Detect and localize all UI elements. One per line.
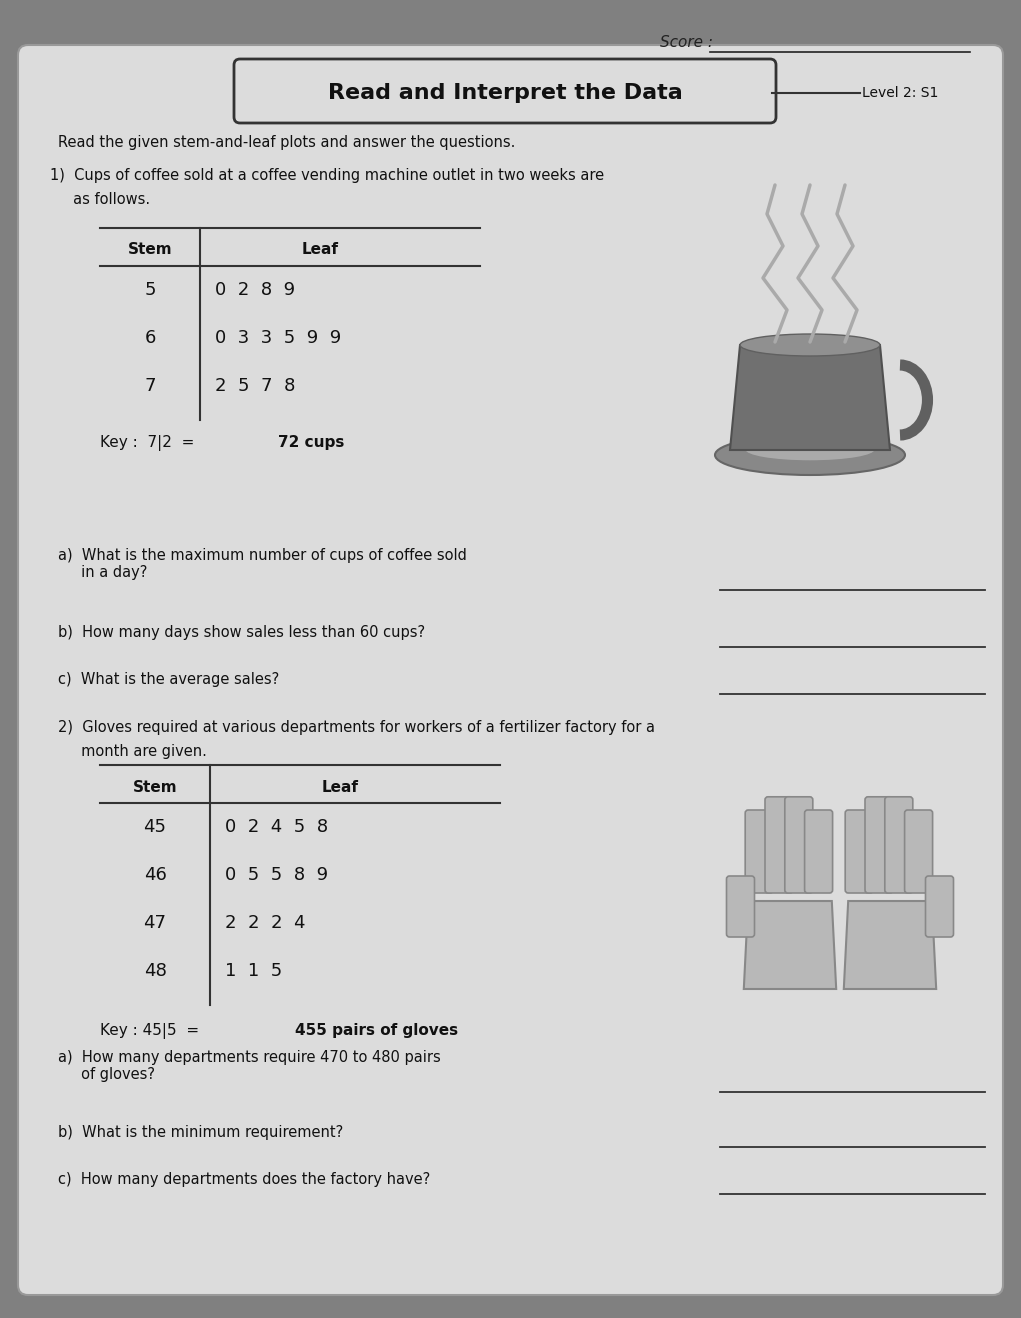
FancyBboxPatch shape — [925, 876, 954, 937]
Text: Key :  7|2  =: Key : 7|2 = — [100, 435, 199, 451]
Text: b)  How many days show sales less than 60 cups?: b) How many days show sales less than 60… — [58, 625, 425, 641]
Text: 0  2  8  9: 0 2 8 9 — [215, 281, 295, 299]
FancyBboxPatch shape — [885, 797, 913, 894]
Text: c)  How many departments does the factory have?: c) How many departments does the factory… — [58, 1172, 430, 1188]
FancyBboxPatch shape — [905, 811, 932, 894]
Text: 48: 48 — [144, 962, 166, 981]
Text: b)  What is the minimum requirement?: b) What is the minimum requirement? — [58, 1126, 343, 1140]
Text: 0  2  4  5  8: 0 2 4 5 8 — [225, 818, 328, 836]
Text: 2  5  7  8: 2 5 7 8 — [215, 377, 295, 395]
Text: a)  What is the maximum number of cups of coffee sold
     in a day?: a) What is the maximum number of cups of… — [58, 548, 467, 580]
FancyBboxPatch shape — [845, 811, 873, 894]
Polygon shape — [843, 902, 936, 988]
Text: Stem: Stem — [133, 779, 178, 795]
Text: a)  How many departments require 470 to 480 pairs
     of gloves?: a) How many departments require 470 to 4… — [58, 1050, 441, 1082]
FancyBboxPatch shape — [865, 797, 893, 894]
FancyBboxPatch shape — [234, 59, 776, 123]
Ellipse shape — [715, 435, 905, 474]
Text: 72 cups: 72 cups — [278, 435, 344, 449]
Polygon shape — [744, 902, 836, 988]
Text: 1  1  5: 1 1 5 — [225, 962, 282, 981]
FancyBboxPatch shape — [805, 811, 832, 894]
FancyBboxPatch shape — [785, 797, 813, 894]
Text: Key : 45|5  =: Key : 45|5 = — [100, 1023, 209, 1039]
Text: c)  What is the average sales?: c) What is the average sales? — [58, 672, 280, 687]
Text: Level 2: S1: Level 2: S1 — [862, 86, 938, 100]
Polygon shape — [730, 345, 890, 449]
Text: 6: 6 — [144, 330, 155, 347]
FancyBboxPatch shape — [745, 811, 773, 894]
FancyBboxPatch shape — [727, 876, 755, 937]
Ellipse shape — [740, 333, 880, 356]
Text: 1)  Cups of coffee sold at a coffee vending machine outlet in two weeks are: 1) Cups of coffee sold at a coffee vendi… — [50, 167, 604, 183]
Text: Leaf: Leaf — [322, 779, 358, 795]
Text: Leaf: Leaf — [301, 243, 339, 257]
Text: 455 pairs of gloves: 455 pairs of gloves — [295, 1023, 458, 1039]
FancyBboxPatch shape — [18, 45, 1003, 1296]
Text: 46: 46 — [144, 866, 166, 884]
Text: Stem: Stem — [128, 243, 173, 257]
Text: 45: 45 — [144, 818, 166, 836]
Text: 0  5  5  8  9: 0 5 5 8 9 — [225, 866, 328, 884]
Text: 47: 47 — [144, 913, 166, 932]
Text: 2  2  2  4: 2 2 2 4 — [225, 913, 305, 932]
FancyBboxPatch shape — [765, 797, 793, 894]
Text: Score :: Score : — [660, 36, 713, 50]
Text: 0  3  3  5  9  9: 0 3 3 5 9 9 — [215, 330, 341, 347]
Text: 7: 7 — [144, 377, 156, 395]
Text: month are given.: month are given. — [58, 743, 207, 759]
Text: 2)  Gloves required at various departments for workers of a fertilizer factory f: 2) Gloves required at various department… — [58, 720, 655, 735]
Text: as follows.: as follows. — [50, 192, 150, 207]
Ellipse shape — [745, 439, 875, 461]
Text: Read the given stem-and-leaf plots and answer the questions.: Read the given stem-and-leaf plots and a… — [58, 134, 516, 150]
Text: Read and Interpret the Data: Read and Interpret the Data — [328, 83, 682, 103]
Text: 5: 5 — [144, 281, 156, 299]
